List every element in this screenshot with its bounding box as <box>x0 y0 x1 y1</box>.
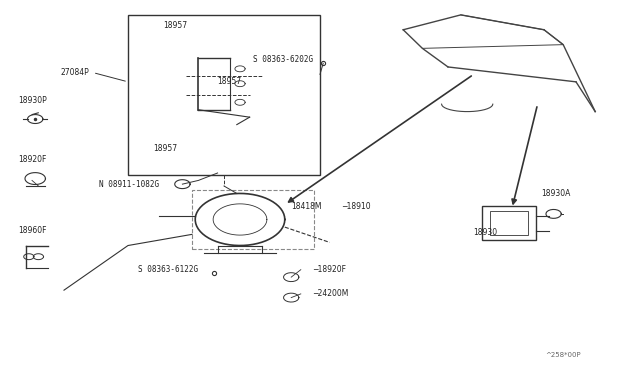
Text: 18418M: 18418M <box>291 202 322 211</box>
Text: N 08911-1082G: N 08911-1082G <box>99 180 159 189</box>
Text: 18960F: 18960F <box>18 226 47 235</box>
Text: ─18910: ─18910 <box>342 202 371 211</box>
Text: 18930: 18930 <box>474 228 498 237</box>
Text: 18957: 18957 <box>218 77 242 86</box>
Text: ─24200M: ─24200M <box>314 289 349 298</box>
Text: 18957: 18957 <box>163 21 188 30</box>
Text: S 08363-6122G: S 08363-6122G <box>138 265 198 274</box>
Bar <box>482 206 536 240</box>
Text: ─18920F: ─18920F <box>314 265 347 274</box>
Bar <box>128 15 320 175</box>
Text: S 08363-6202G: S 08363-6202G <box>253 55 313 64</box>
Bar <box>490 211 528 235</box>
Text: 18930P: 18930P <box>18 96 47 105</box>
Text: 18920F: 18920F <box>18 155 46 164</box>
Text: 18957: 18957 <box>154 144 178 153</box>
Text: 27084P: 27084P <box>61 68 90 77</box>
Bar <box>192 190 314 249</box>
Text: 18930A: 18930A <box>541 189 570 198</box>
Text: ^258*00P: ^258*00P <box>545 352 581 358</box>
